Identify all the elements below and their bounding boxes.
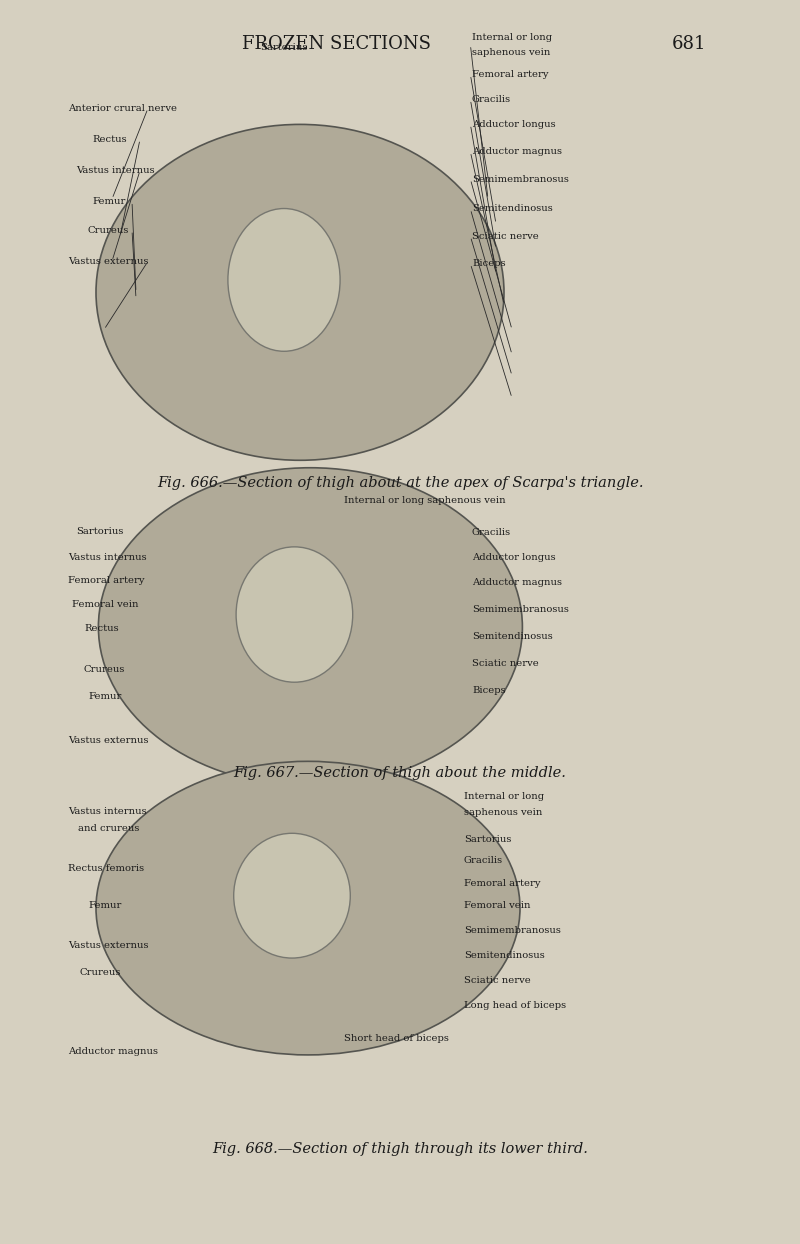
Text: Femoral artery: Femoral artery	[464, 878, 541, 888]
Text: Anterior crural nerve: Anterior crural nerve	[68, 103, 177, 113]
Text: Femur: Femur	[88, 901, 122, 911]
Text: Gracilis: Gracilis	[472, 95, 511, 104]
Text: Sartorius: Sartorius	[464, 835, 511, 845]
Text: Biceps: Biceps	[472, 259, 506, 269]
Text: Femoral artery: Femoral artery	[68, 576, 145, 586]
Text: Semimembranosus: Semimembranosus	[464, 926, 561, 935]
Text: Short head of biceps: Short head of biceps	[344, 1034, 449, 1044]
Text: Rectus: Rectus	[92, 134, 126, 144]
Text: Semimembranosus: Semimembranosus	[472, 174, 569, 184]
Text: Adductor longus: Adductor longus	[472, 552, 556, 562]
Text: Internal or long: Internal or long	[464, 791, 544, 801]
Text: Femoral vein: Femoral vein	[464, 901, 530, 911]
Text: Fig. 668.—Section of thigh through its lower third.: Fig. 668.—Section of thigh through its l…	[212, 1142, 588, 1156]
Text: Semimembranosus: Semimembranosus	[472, 605, 569, 615]
Text: and crureus: and crureus	[78, 824, 139, 833]
Text: Adductor magnus: Adductor magnus	[472, 577, 562, 587]
Ellipse shape	[236, 547, 353, 682]
Text: Sartorius: Sartorius	[76, 526, 123, 536]
Text: Crureus: Crureus	[88, 225, 130, 235]
Text: Long head of biceps: Long head of biceps	[464, 1000, 566, 1010]
Text: Vastus externus: Vastus externus	[68, 940, 149, 950]
Text: Semitendinosus: Semitendinosus	[472, 632, 553, 642]
Text: Adductor longus: Adductor longus	[472, 119, 556, 129]
Text: Gracilis: Gracilis	[464, 856, 503, 866]
Text: Vastus internus: Vastus internus	[68, 552, 146, 562]
Text: saphenous vein: saphenous vein	[464, 807, 542, 817]
Text: 681: 681	[672, 35, 706, 52]
Text: Femur: Femur	[88, 692, 122, 702]
Ellipse shape	[234, 833, 350, 958]
Text: Internal or long: Internal or long	[472, 32, 552, 42]
Text: Fig. 667.—Section of thigh about the middle.: Fig. 667.—Section of thigh about the mid…	[234, 766, 566, 780]
Text: Sciatic nerve: Sciatic nerve	[472, 231, 538, 241]
Text: Fig. 666.—Section of thigh about at the apex of Scarpa's triangle.: Fig. 666.—Section of thigh about at the …	[157, 476, 643, 490]
Text: Vastus externus: Vastus externus	[68, 735, 149, 745]
Text: Rectus femoris: Rectus femoris	[68, 863, 144, 873]
Text: Semitendinosus: Semitendinosus	[464, 950, 545, 960]
Text: Vastus internus: Vastus internus	[76, 165, 154, 175]
Text: FROZEN SECTIONS: FROZEN SECTIONS	[242, 35, 430, 52]
Text: Vastus externus: Vastus externus	[68, 256, 149, 266]
Ellipse shape	[98, 468, 522, 786]
Ellipse shape	[96, 761, 520, 1055]
Text: Crureus: Crureus	[84, 664, 126, 674]
Text: Biceps: Biceps	[472, 685, 506, 695]
Text: Sciatic nerve: Sciatic nerve	[464, 975, 530, 985]
Ellipse shape	[228, 209, 340, 351]
Text: Femoral vein: Femoral vein	[72, 600, 138, 610]
Text: Femur: Femur	[92, 197, 126, 207]
Text: Rectus: Rectus	[84, 623, 118, 633]
Text: Gracilis: Gracilis	[472, 527, 511, 537]
Text: saphenous vein: saphenous vein	[472, 47, 550, 57]
Text: Internal or long saphenous vein: Internal or long saphenous vein	[344, 495, 506, 505]
Text: Femoral artery: Femoral artery	[472, 70, 549, 80]
Text: Adductor magnus: Adductor magnus	[68, 1046, 158, 1056]
Text: Vastus internus: Vastus internus	[68, 806, 146, 816]
Text: Sartorius: Sartorius	[260, 42, 308, 52]
Text: Crureus: Crureus	[80, 968, 122, 978]
Text: Semitendinosus: Semitendinosus	[472, 204, 553, 214]
Text: Sciatic nerve: Sciatic nerve	[472, 658, 538, 668]
Ellipse shape	[96, 124, 504, 460]
Text: Adductor magnus: Adductor magnus	[472, 147, 562, 157]
